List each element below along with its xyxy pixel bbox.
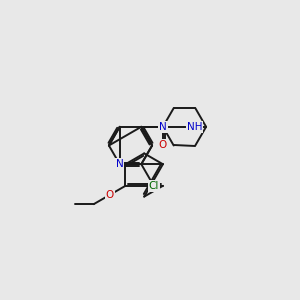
- Text: N: N: [116, 159, 124, 169]
- Text: Cl: Cl: [148, 181, 159, 191]
- Text: O: O: [159, 140, 167, 150]
- Text: O: O: [106, 190, 114, 200]
- Text: NH: NH: [187, 122, 203, 132]
- Text: N: N: [159, 122, 167, 132]
